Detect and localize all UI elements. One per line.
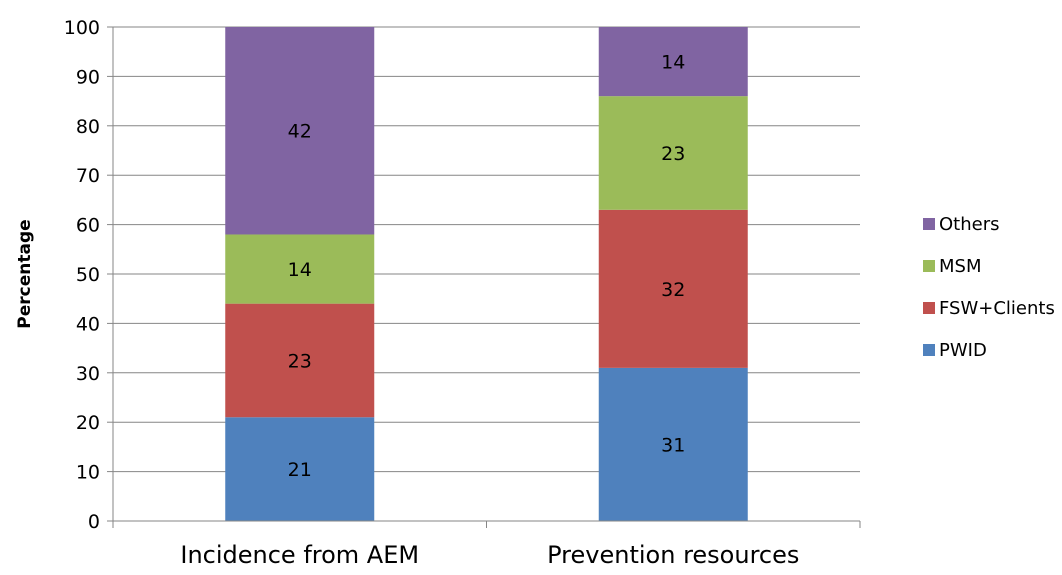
bars [225, 27, 748, 521]
x-category-label: Incidence from AEM [180, 541, 419, 569]
y-tick-label: 100 [64, 17, 100, 39]
data-label: 31 [661, 434, 685, 456]
bar-segment [225, 27, 375, 235]
data-labels: 21 23 14 42 31 32 23 14 [288, 52, 686, 482]
y-tick-labels: 0 10 20 30 40 50 60 70 80 90 100 [64, 17, 100, 533]
legend-label: MSM [939, 256, 982, 277]
y-tick-label: 50 [76, 264, 100, 286]
legend-label: Others [939, 214, 1000, 235]
y-tick-label: 30 [76, 363, 100, 385]
legend-swatch [923, 260, 935, 272]
legend-label: FSW+Clients [939, 298, 1055, 319]
legend-swatch [923, 344, 935, 356]
bar-segment [598, 209, 748, 368]
bar-segment [598, 27, 748, 97]
y-tick-label: 90 [76, 66, 100, 88]
y-tick-label: 70 [76, 165, 100, 187]
y-tick-label: 20 [76, 412, 100, 434]
legend-label: PWID [939, 340, 987, 361]
bar-segment [225, 417, 375, 521]
y-axis-label: Percentage [15, 219, 35, 328]
y-tick-label: 10 [76, 462, 100, 484]
legend-swatch [923, 302, 935, 314]
data-label: 42 [288, 121, 312, 143]
bar-segment [225, 234, 375, 304]
x-category-labels: Incidence from AEM Prevention resources [180, 541, 799, 569]
data-label: 32 [661, 279, 685, 301]
data-label: 23 [288, 350, 312, 372]
data-label: 23 [661, 143, 685, 165]
legend-swatch [923, 218, 935, 230]
data-label: 14 [288, 259, 312, 281]
data-label: 21 [288, 459, 312, 481]
bar-segment [598, 367, 748, 521]
y-tick-label: 60 [76, 215, 100, 237]
axes [112, 27, 860, 522]
y-tick-label: 80 [76, 116, 100, 138]
data-label: 14 [661, 52, 685, 74]
bar-segment [225, 303, 375, 418]
y-tick-label: 40 [76, 313, 100, 335]
y-tick-label: 0 [88, 511, 100, 533]
legend: Others MSM FSW+Clients PWID [923, 214, 1055, 361]
bar-segment [598, 96, 748, 210]
x-category-label: Prevention resources [547, 541, 799, 569]
